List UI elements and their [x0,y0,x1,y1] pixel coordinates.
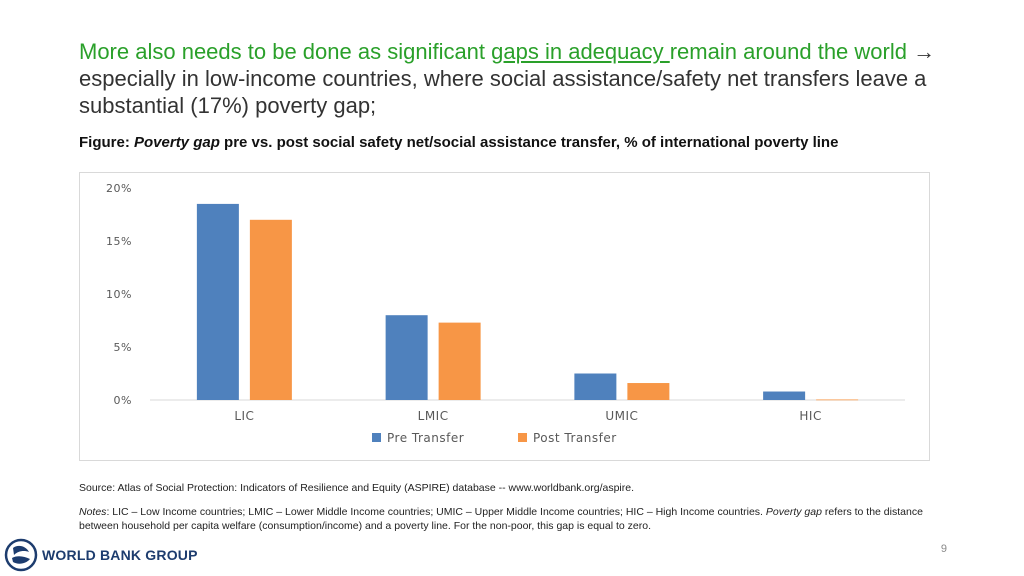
bar-post-transfer-hic [816,399,859,401]
headline-part3: remain around the world [669,39,907,64]
bar-chart: 0% 5% 10% 15% 20% LIC LMIC UMIC HIC Pre Transfer P… [106,182,905,445]
x-tick-label: LIC [234,409,254,423]
figure-subtitle: Figure: Poverty gap pre vs. post social … [79,134,838,151]
x-tick-label: HIC [799,409,821,423]
x-tick-label: UMIC [605,409,638,423]
page-number: 9 [940,543,947,555]
world-bank-logo: WORLD BANK GROUP [4,537,198,573]
globe-icon [4,538,38,572]
subtitle-em: Poverty gap [134,134,220,151]
bar-pre-transfer-umic [574,373,617,400]
notes-em: Poverty gap [765,506,822,518]
chart-container: 0% 5% 10% 15% 20% LIC LMIC UMIC HIC Pre Transfer P… [79,172,930,461]
y-tick-label: 15% [106,235,132,248]
arrow-icon: → [913,39,936,64]
bar-post-transfer-umic [627,383,670,400]
notes: Notes: LIC – Low Income countries; LMIC … [79,505,949,533]
logo-text: WORLD BANK GROUP [42,547,198,563]
headline-part1: More also needs to be done as significan… [79,39,492,64]
headline-part2: gaps in adequacy [491,39,670,64]
notes-label: Notes [79,506,107,518]
y-tick-label: 5% [114,341,132,354]
subtitle-prefix: Figure: [79,134,134,151]
bar-pre-transfer-lic [196,203,239,400]
bar-post-transfer-lic [249,219,292,400]
headline: More also needs to be done as significan… [79,38,959,119]
subtitle-rest: pre vs. post social safety net/social as… [219,134,839,151]
notes-text1: : LIC – Low Income countries; LMIC – Low… [106,506,766,518]
source-note: Source: Atlas of Social Protection: Indi… [79,482,635,494]
legend-swatch [518,433,527,442]
notes-text2: refers to the distance between household… [79,506,923,532]
y-tick-label: 10% [106,288,132,301]
y-tick-label: 20% [106,182,132,195]
y-tick-label: 0% [114,394,132,407]
bar-post-transfer-lmic [438,322,481,400]
bar-pre-transfer-lmic [385,315,428,400]
legend-label: Pre Transfer [387,431,464,445]
x-tick-label: LMIC [418,409,449,423]
bar-pre-transfer-hic [763,391,806,400]
legend-label: Post Transfer [533,431,617,445]
legend-swatch [372,433,381,442]
headline-part4: especially in low-income countries, wher… [79,66,927,118]
